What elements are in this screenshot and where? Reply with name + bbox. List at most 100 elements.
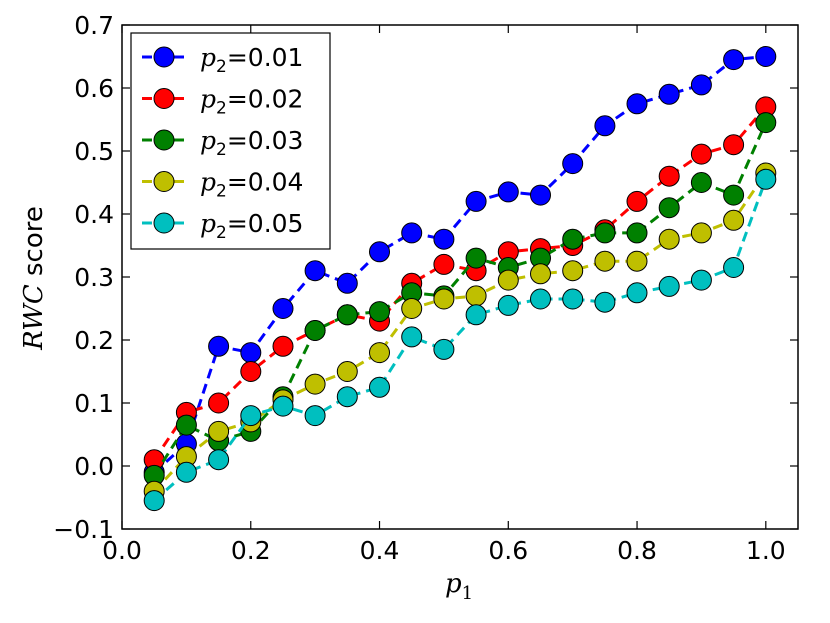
y-tick-label: 0.6	[74, 74, 114, 103]
legend-label-var: p	[200, 85, 216, 114]
data-point	[626, 222, 648, 244]
x-axis-label-subscript: 1	[462, 583, 473, 604]
data-point	[208, 420, 230, 442]
data-point	[497, 269, 519, 291]
legend-label: p2=0.01	[200, 43, 303, 77]
legend-entry-2: p2=0.02	[142, 85, 303, 119]
data-point	[465, 304, 487, 326]
legend-marker	[153, 171, 175, 192]
series-5	[143, 168, 777, 512]
legend-marker	[153, 129, 175, 151]
data-point	[401, 222, 423, 244]
data-point	[401, 298, 423, 319]
data-point	[690, 269, 712, 291]
legend-label-subscript: 2	[216, 99, 227, 119]
legend-marker	[153, 212, 175, 234]
data-point	[369, 241, 390, 263]
x-axis-label: p1	[445, 569, 473, 604]
legend-entry-1: p2=0.01	[142, 43, 303, 77]
data-point	[690, 143, 712, 165]
data-point	[401, 326, 423, 348]
legend-label-subscript: 2	[216, 223, 227, 243]
legend-marker	[153, 46, 175, 68]
y-axis-label: RWC score	[19, 206, 49, 351]
data-point	[433, 288, 455, 310]
legend-label-value: =0.04	[227, 168, 304, 197]
legend-label: p2=0.02	[200, 85, 303, 119]
data-point	[336, 272, 358, 294]
data-point	[755, 46, 777, 67]
data-point	[208, 392, 230, 414]
legend-entry-5: p2=0.05	[142, 209, 303, 243]
data-point	[272, 335, 294, 357]
y-tick-label: −0.1	[53, 515, 114, 544]
legend-label-var: p	[200, 168, 216, 197]
data-point	[143, 490, 165, 512]
data-point	[723, 184, 745, 206]
data-point	[594, 115, 616, 137]
data-point	[240, 405, 262, 427]
data-point	[723, 49, 745, 71]
data-point	[723, 209, 745, 231]
data-point	[562, 153, 584, 175]
y-axis-label-var: RWC	[19, 284, 49, 351]
y-tick-label: 0.4	[74, 200, 114, 229]
legend-label-value: =0.01	[227, 43, 304, 72]
data-point	[272, 395, 294, 417]
x-tick-label: 0.6	[488, 536, 528, 565]
data-point	[530, 184, 551, 206]
data-point	[433, 228, 455, 250]
data-point	[433, 338, 455, 360]
y-axis-label-rest: score	[19, 206, 49, 284]
legend-label-var: p	[200, 209, 216, 238]
data-point	[755, 112, 777, 134]
x-tick-label: 0.2	[231, 536, 271, 565]
data-point	[336, 386, 358, 408]
data-point	[304, 320, 326, 341]
legend-label: p2=0.05	[200, 209, 303, 243]
data-point	[658, 165, 680, 187]
legend-label-subscript: 2	[216, 57, 227, 77]
data-point	[240, 342, 262, 364]
data-point	[626, 190, 648, 212]
data-point	[175, 461, 197, 483]
y-tick-label: 0.0	[74, 452, 114, 481]
legend-label-var: p	[200, 43, 216, 72]
data-point	[465, 285, 487, 307]
legend-entry-3: p2=0.03	[142, 126, 303, 160]
data-point	[369, 376, 390, 398]
data-point	[369, 342, 390, 364]
data-point	[626, 282, 648, 304]
data-point	[594, 222, 616, 244]
data-point	[497, 181, 519, 203]
data-point	[369, 301, 390, 323]
data-point	[175, 414, 197, 436]
data-point	[626, 93, 648, 115]
legend-label-subscript: 2	[216, 140, 227, 160]
data-point	[658, 197, 680, 219]
data-point	[658, 275, 680, 297]
series-4	[143, 162, 777, 502]
legend-label-subscript: 2	[216, 182, 227, 202]
x-tick-label: 0.0	[102, 536, 142, 565]
x-tick-label: 1.0	[746, 536, 786, 565]
legend-label: p2=0.04	[200, 168, 303, 202]
data-point	[530, 263, 551, 285]
legend-label-value: =0.05	[227, 209, 304, 238]
legend-label-value: =0.03	[227, 126, 304, 155]
y-tick-label: 0.2	[74, 326, 114, 355]
data-point	[594, 250, 616, 272]
data-point	[690, 172, 712, 193]
data-point	[272, 298, 294, 319]
legend-marker	[153, 88, 175, 109]
data-point	[208, 449, 230, 471]
legend-label-value: =0.02	[227, 85, 304, 114]
data-point	[594, 291, 616, 313]
data-point	[562, 260, 584, 282]
axes: 0.0 0.2 0.4 0.6 0.8 1.0−0.10.00.10.20.30.40.5…	[53, 11, 799, 565]
data-point	[240, 361, 262, 382]
legend-label-var: p	[200, 126, 216, 155]
data-point	[723, 257, 745, 278]
